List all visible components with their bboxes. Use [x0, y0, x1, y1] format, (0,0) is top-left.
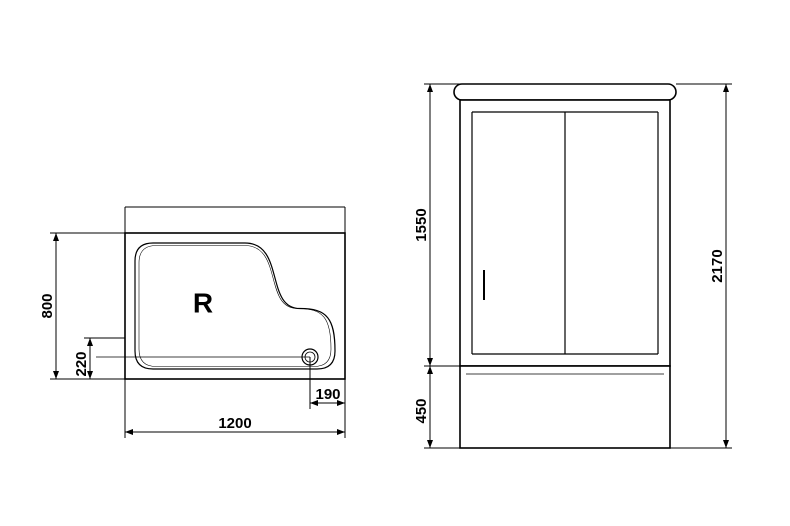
elevation-view — [454, 84, 676, 448]
plan-orientation-label: R — [193, 287, 213, 318]
dim-base-height: 450 — [413, 398, 430, 423]
dim-total-height: 2170 — [709, 249, 726, 282]
dim-plan-width: 1200 — [218, 415, 251, 432]
dim-enclosure-height: 1550 — [413, 208, 430, 241]
dim-drain-y: 220 — [73, 351, 90, 376]
dim-drain-x: 190 — [315, 386, 340, 403]
dim-plan-depth: 800 — [39, 293, 56, 318]
